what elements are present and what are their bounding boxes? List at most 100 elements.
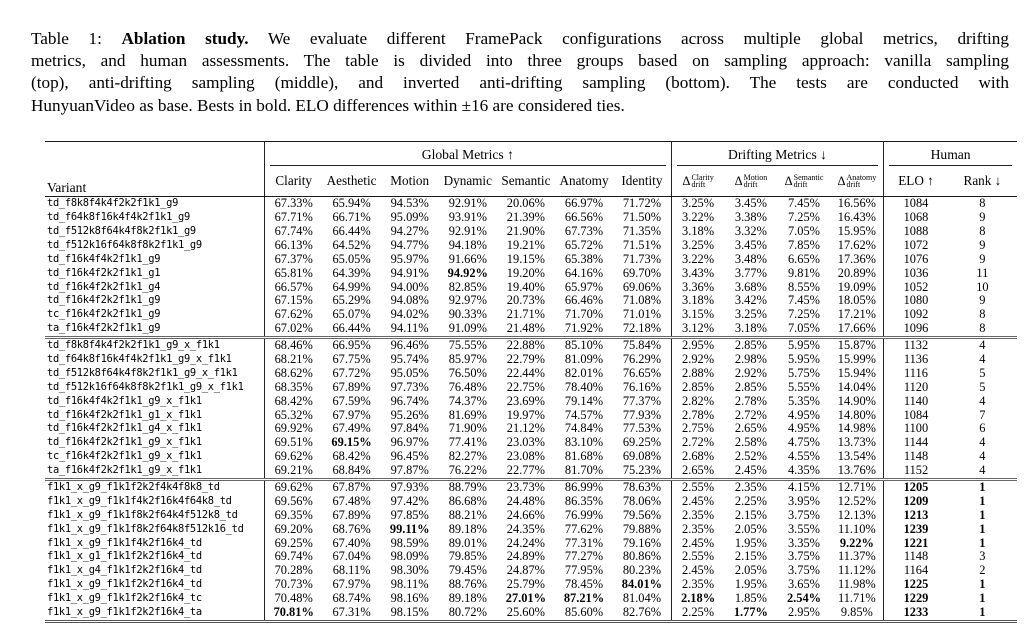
cell-aesthetic: 67.31% bbox=[322, 605, 381, 623]
cell-semantic: 27.01% bbox=[505, 591, 547, 606]
cell-identity: 84.01% bbox=[621, 577, 663, 592]
table-row: td_f16k4f4k2f1k1_g9_x_f1k1 68.42% 67.59% 96… bbox=[45, 393, 1017, 409]
cell-semantic: 25.79% bbox=[506, 577, 545, 592]
cell-elo: 1148 bbox=[883, 450, 948, 464]
cell-aesthetic: 67.97% bbox=[332, 577, 371, 592]
cell-dynamic: 79.85% bbox=[448, 549, 487, 564]
cell-anatomy: 81.68% bbox=[564, 449, 604, 464]
cell-delta-motion: 3.32% bbox=[734, 223, 767, 238]
cell-dynamic: 88.79% bbox=[438, 477, 497, 495]
cell-rank: 7 bbox=[979, 407, 986, 422]
cell-aesthetic: 65.05% bbox=[332, 251, 371, 266]
cell-delta-motion: 3.48% bbox=[734, 251, 767, 266]
cell-semantic: 20.06% bbox=[506, 196, 545, 211]
cell-delta-semantic: 3.95% bbox=[787, 493, 820, 508]
cell-delta-clarity: 2.55% bbox=[670, 550, 725, 565]
cell-semantic: 25.60% bbox=[496, 605, 555, 623]
cell-anatomy: 65.72% bbox=[564, 237, 604, 252]
cell-rank: 8 bbox=[979, 196, 986, 211]
cell-dynamic: 76.50% bbox=[448, 365, 487, 380]
cell-elo: 1084 bbox=[883, 196, 948, 211]
cell-semantic: 21.39% bbox=[506, 210, 545, 225]
cell-semantic: 19.21% bbox=[506, 237, 545, 252]
cell-delta-anatomy: 15.99% bbox=[837, 351, 876, 366]
cell-dynamic: 74.37% bbox=[448, 393, 487, 408]
cell-elo: 1092 bbox=[883, 308, 948, 323]
cell-semantic: 19.15% bbox=[506, 251, 545, 266]
cell-delta-clarity: 2.45% bbox=[670, 536, 725, 551]
cell-delta-semantic: 4.95% bbox=[787, 421, 820, 436]
cell-delta-anatomy: 17.66% bbox=[837, 321, 876, 336]
cell-delta-motion: 2.98% bbox=[734, 351, 767, 366]
cell-clarity: 67.74% bbox=[274, 223, 313, 238]
cell-semantic: 22.88% bbox=[496, 335, 555, 353]
cell-delta-motion: 2.45% bbox=[734, 463, 767, 478]
cell-delta-anatomy: 13.76% bbox=[837, 463, 876, 478]
cell-delta-clarity: 2.95% bbox=[670, 335, 725, 353]
cell-rank: 2 bbox=[979, 563, 986, 578]
table-row: td_f16k4f2k2f1k1_g4_x_f1k1 69.92% 67.49% 97… bbox=[45, 421, 1017, 437]
cell-rank: 4 bbox=[979, 435, 986, 450]
cell-delta-clarity: 3.15% bbox=[670, 308, 725, 323]
cell-elo: 1096 bbox=[883, 321, 948, 338]
cell-delta-motion: 3.45% bbox=[734, 237, 767, 252]
table-row: td_f512k16f64k8f8k2f1k1_g9 66.13% 64.52% 94… bbox=[45, 237, 1017, 253]
variant-cell: td_f16k4f2k2f1k1_g4_x_f1k1 bbox=[45, 422, 265, 437]
cell-rank: 8 bbox=[979, 307, 986, 322]
table-row: f1k1_x_g9_f1k1f4k2f16k4f64k8_td 69.56% 67.… bbox=[45, 493, 1017, 509]
cell-elo: 1229 bbox=[883, 591, 948, 606]
cell-rank: 8 bbox=[979, 321, 986, 336]
cell-delta-semantic: 3.75% bbox=[787, 563, 820, 578]
table-row: td_f16k4f2k2f1k1_g9_x_f1k1 69.51% 69.15% 96… bbox=[45, 435, 1017, 451]
cell-identity: 80.23% bbox=[622, 563, 662, 578]
cell-clarity: 68.46% bbox=[264, 335, 323, 353]
cell-delta-semantic: 9.81% bbox=[787, 265, 820, 280]
cell-delta-clarity: 2.45% bbox=[670, 494, 725, 509]
cell-elo: 1080 bbox=[883, 294, 948, 309]
cell-delta-motion: 2.65% bbox=[734, 421, 767, 436]
cell-delta-motion: 3.77% bbox=[734, 265, 767, 280]
cell-delta-semantic: 3.65% bbox=[787, 577, 820, 592]
col-header-delta-anatomy: Δ Anatomy drift bbox=[830, 166, 884, 197]
cell-elo: 1225 bbox=[883, 578, 948, 592]
table-row: ta_f16k4f2k2f1k1_g9 67.02% 66.44% 94.11% 91.… bbox=[45, 321, 1017, 338]
cell-dynamic: 82.27% bbox=[448, 449, 487, 464]
cell-anatomy: 86.99% bbox=[554, 477, 614, 495]
cell-identity: 71.51% bbox=[622, 237, 662, 252]
variant-cell: tc_f16k4f2k2f1k1_g9 bbox=[45, 308, 265, 323]
table-row: ta_f16k4f2k2f1k1_g9_x_f1k1 69.21% 68.84% 97… bbox=[45, 463, 1017, 480]
cell-clarity: 69.51% bbox=[274, 435, 313, 450]
cell-identity: 71.73% bbox=[622, 251, 662, 266]
cell-aesthetic: 66.44% bbox=[332, 321, 371, 336]
cell-elo: 1072 bbox=[883, 238, 948, 253]
cell-delta-clarity: 2.68% bbox=[670, 450, 725, 464]
variant-cell: f1k1_x_g4_f1k1f2k2f16k4_td bbox=[45, 564, 265, 579]
cell-aesthetic: 68.84% bbox=[332, 463, 371, 478]
cell-delta-anatomy: 14.04% bbox=[837, 379, 876, 394]
cell-delta-semantic: 7.85% bbox=[787, 237, 820, 252]
cell-aesthetic: 65.94% bbox=[332, 196, 371, 211]
cell-semantic: 21.12% bbox=[506, 421, 545, 436]
cell-aesthetic: 65.29% bbox=[332, 293, 371, 308]
cell-delta-anatomy: 12.71% bbox=[830, 477, 884, 495]
cell-delta-clarity: 2.72% bbox=[670, 436, 725, 451]
cell-motion: 98.11% bbox=[390, 577, 429, 592]
table-row: f1k1_x_g9_f1k1f2k2f16k4_ta 70.81% 67.31% 98… bbox=[45, 605, 1017, 623]
cell-delta-motion: 3.42% bbox=[734, 293, 767, 308]
cell-dynamic: 92.91% bbox=[448, 196, 487, 211]
cell-clarity: 69.56% bbox=[274, 493, 313, 508]
cell-clarity: 67.37% bbox=[274, 251, 313, 266]
cell-identity: 75.84% bbox=[613, 335, 672, 353]
cell-delta-anatomy: 17.62% bbox=[837, 237, 876, 252]
cell-aesthetic: 66.44% bbox=[332, 223, 371, 238]
cell-delta-semantic: 7.05% bbox=[787, 223, 820, 238]
cell-identity: 71.01% bbox=[622, 307, 662, 322]
cell-motion: 98.30% bbox=[390, 563, 429, 578]
cell-dynamic: 92.91% bbox=[448, 223, 487, 238]
cell-delta-clarity: 2.78% bbox=[670, 408, 725, 423]
table-row: td_f512k16f64k8f8k2f1k1_g9_x_f1k1 68.35% 6… bbox=[45, 379, 1017, 395]
cell-delta-semantic: 7.05% bbox=[787, 321, 820, 336]
cell-aesthetic: 67.89% bbox=[332, 379, 371, 394]
cell-aesthetic: 66.71% bbox=[332, 210, 371, 225]
cell-rank: 4 bbox=[979, 463, 986, 478]
